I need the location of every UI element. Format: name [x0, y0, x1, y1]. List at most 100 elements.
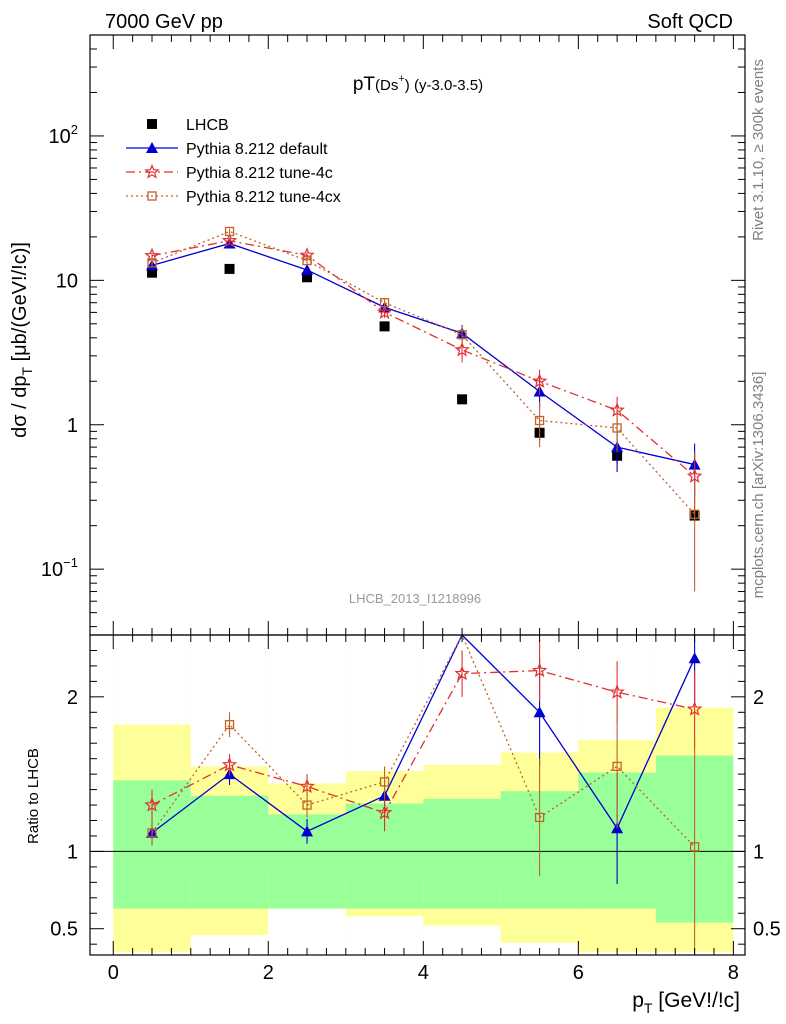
band-gap-top [113, 635, 191, 725]
main-series-0-point [302, 272, 313, 283]
main-y-tick-label: 10−1 [41, 555, 78, 581]
main-series-0-point [457, 394, 468, 405]
main-series-2-point [454, 341, 470, 357]
legend-marker-2 [144, 163, 160, 179]
ratio-y-tick-label-left: 1 [67, 841, 78, 863]
main-y-tick-label-base: 10 [49, 126, 71, 148]
ratio-y-tick-label-left: 2 [67, 687, 78, 709]
band-gap-top [345, 635, 424, 772]
x-tick-label: 6 [573, 962, 584, 984]
ratio-series-2-point [224, 720, 235, 730]
legend-label-2: Pythia 8.212 tune-4c [186, 165, 333, 182]
ratio-frame [89, 634, 746, 956]
ratio-series-0-point [301, 825, 314, 837]
main-y-tick-label-exponent: 2 [71, 122, 78, 137]
legend-item-0: LHCB [147, 117, 229, 134]
header-right: Soft QCD [647, 11, 733, 33]
x-tick-label: 8 [728, 962, 739, 984]
svg-text:Ratio to LHCB: Ratio to LHCB [25, 748, 42, 844]
ratio-series-1-point [376, 804, 393, 820]
main-y-tick-label-base: 1 [67, 415, 78, 437]
side-label-upper: Rivet 3.1.10, ≥ 300k events [750, 59, 767, 241]
legend-marker-3 [147, 191, 157, 201]
x-tick-label: 2 [263, 962, 274, 984]
title-sub: (Ds [375, 77, 398, 94]
main-series-1-line [151, 242, 695, 466]
legend-label-3: Pythia 8.212 tune-4cx [186, 189, 341, 206]
green-band [423, 798, 501, 909]
main-series-3-point [534, 415, 545, 426]
title-main: pT [353, 74, 376, 95]
ratio-series-2-point [379, 777, 390, 787]
main-series-2-point [686, 468, 703, 483]
main-y-tick-label: 10 [56, 270, 78, 292]
main-series-3-point [612, 423, 622, 433]
x-axis-label: pT [GeV!/!c] [632, 989, 740, 1016]
svg-text:dσ / dpT [μb/(GeV!/!c)]: dσ / dpT [μb/(GeV!/!c)] [9, 242, 35, 438]
ratio-uncertainty-bands [113, 635, 734, 955]
ratio-y-tick-label-left: 0.5 [50, 919, 78, 941]
main-series-3-point [379, 298, 390, 308]
chart-title: pT(Ds+) (y-3.0-3.5) [353, 73, 483, 95]
side-label-upper-group: Rivet 3.1.10, ≥ 300k events [750, 59, 767, 241]
ratio-series-1-point [454, 665, 470, 681]
title-tail: (y-3.0-3.5) [410, 77, 483, 94]
main-series-2-point [531, 373, 548, 388]
main-y-tick-label-base: 10 [56, 270, 78, 292]
title-close: ) [405, 77, 410, 94]
legend-item-3: Pythia 8.212 tune-4cx [126, 189, 341, 206]
legend-marker-0 [147, 119, 157, 129]
ratio-series-1-point [221, 756, 238, 772]
legend: LHCB Pythia 8.212 default Pythia 8.212 tun… [126, 117, 341, 206]
main-y-tick-label: 102 [49, 122, 78, 148]
ratio-series-2-point [534, 812, 545, 823]
legend-label-1: Pythia 8.212 default [186, 141, 328, 158]
main-series-3-point [147, 258, 157, 268]
main-series-1-point [301, 263, 314, 275]
main-series-layer [144, 226, 703, 592]
title-sup: + [398, 73, 404, 85]
ratio-series-1-point [144, 796, 160, 812]
ratio-series-2-point [302, 800, 312, 810]
header-left: 7000 GeV pp [105, 11, 223, 33]
main-series-0-point [379, 321, 390, 332]
band-gap-top [268, 635, 346, 784]
ratio-y-tick-label-right: 2 [753, 687, 764, 709]
ratio-series-0-point [688, 652, 701, 664]
main-y-tick-label-base: 10 [41, 559, 63, 581]
ratio-series-2-point [147, 828, 157, 838]
ratio-y-tick-label-right: 0.5 [753, 919, 781, 941]
main-series-3-point [457, 330, 467, 340]
main-y-tick-label-exponent: −1 [63, 555, 78, 570]
main-series-2-point [376, 304, 393, 319]
ratio-series-1-point [531, 662, 548, 678]
legend-label-0: LHCB [186, 117, 229, 134]
analysis-watermark: LHCB_2013_I1218996 [349, 591, 481, 606]
ratio-y-axis-label: Ratio to LHCB [25, 748, 42, 844]
ratio-series-2-line [151, 633, 696, 848]
ratio-series-1-point [609, 684, 625, 699]
ratio-series-layer [144, 633, 703, 955]
side-label-lower-group: mcplots.cern.ch [arXiv:1306.3436] [750, 372, 767, 599]
main-series-3-point [302, 255, 312, 266]
main-series-0-point [224, 263, 235, 274]
ratio-series-0-point [533, 706, 546, 718]
band-gap-top [190, 635, 269, 767]
main-series-0-point [147, 267, 158, 278]
ratio-series-2-point [689, 842, 700, 852]
legend-marker-1 [146, 142, 158, 153]
main-series-3-point [689, 509, 700, 519]
legend-item-1: Pythia 8.212 default [126, 141, 328, 158]
main-y-axis-label: dσ / dpT [μb/(GeV!/!c)] [9, 242, 35, 438]
ratio-y-tick-label-right: 1 [753, 841, 764, 863]
main-series-3-line [151, 230, 696, 515]
main-series-2-line [151, 240, 696, 477]
band-gap-bottom [268, 902, 346, 955]
ratio-series-1-line [151, 669, 695, 814]
ratio-series-1-point [299, 778, 315, 794]
ratio-series-1-point [686, 701, 703, 716]
ratio-series-2-point [612, 761, 622, 772]
legend-item-2: Pythia 8.212 tune-4c [126, 163, 333, 182]
